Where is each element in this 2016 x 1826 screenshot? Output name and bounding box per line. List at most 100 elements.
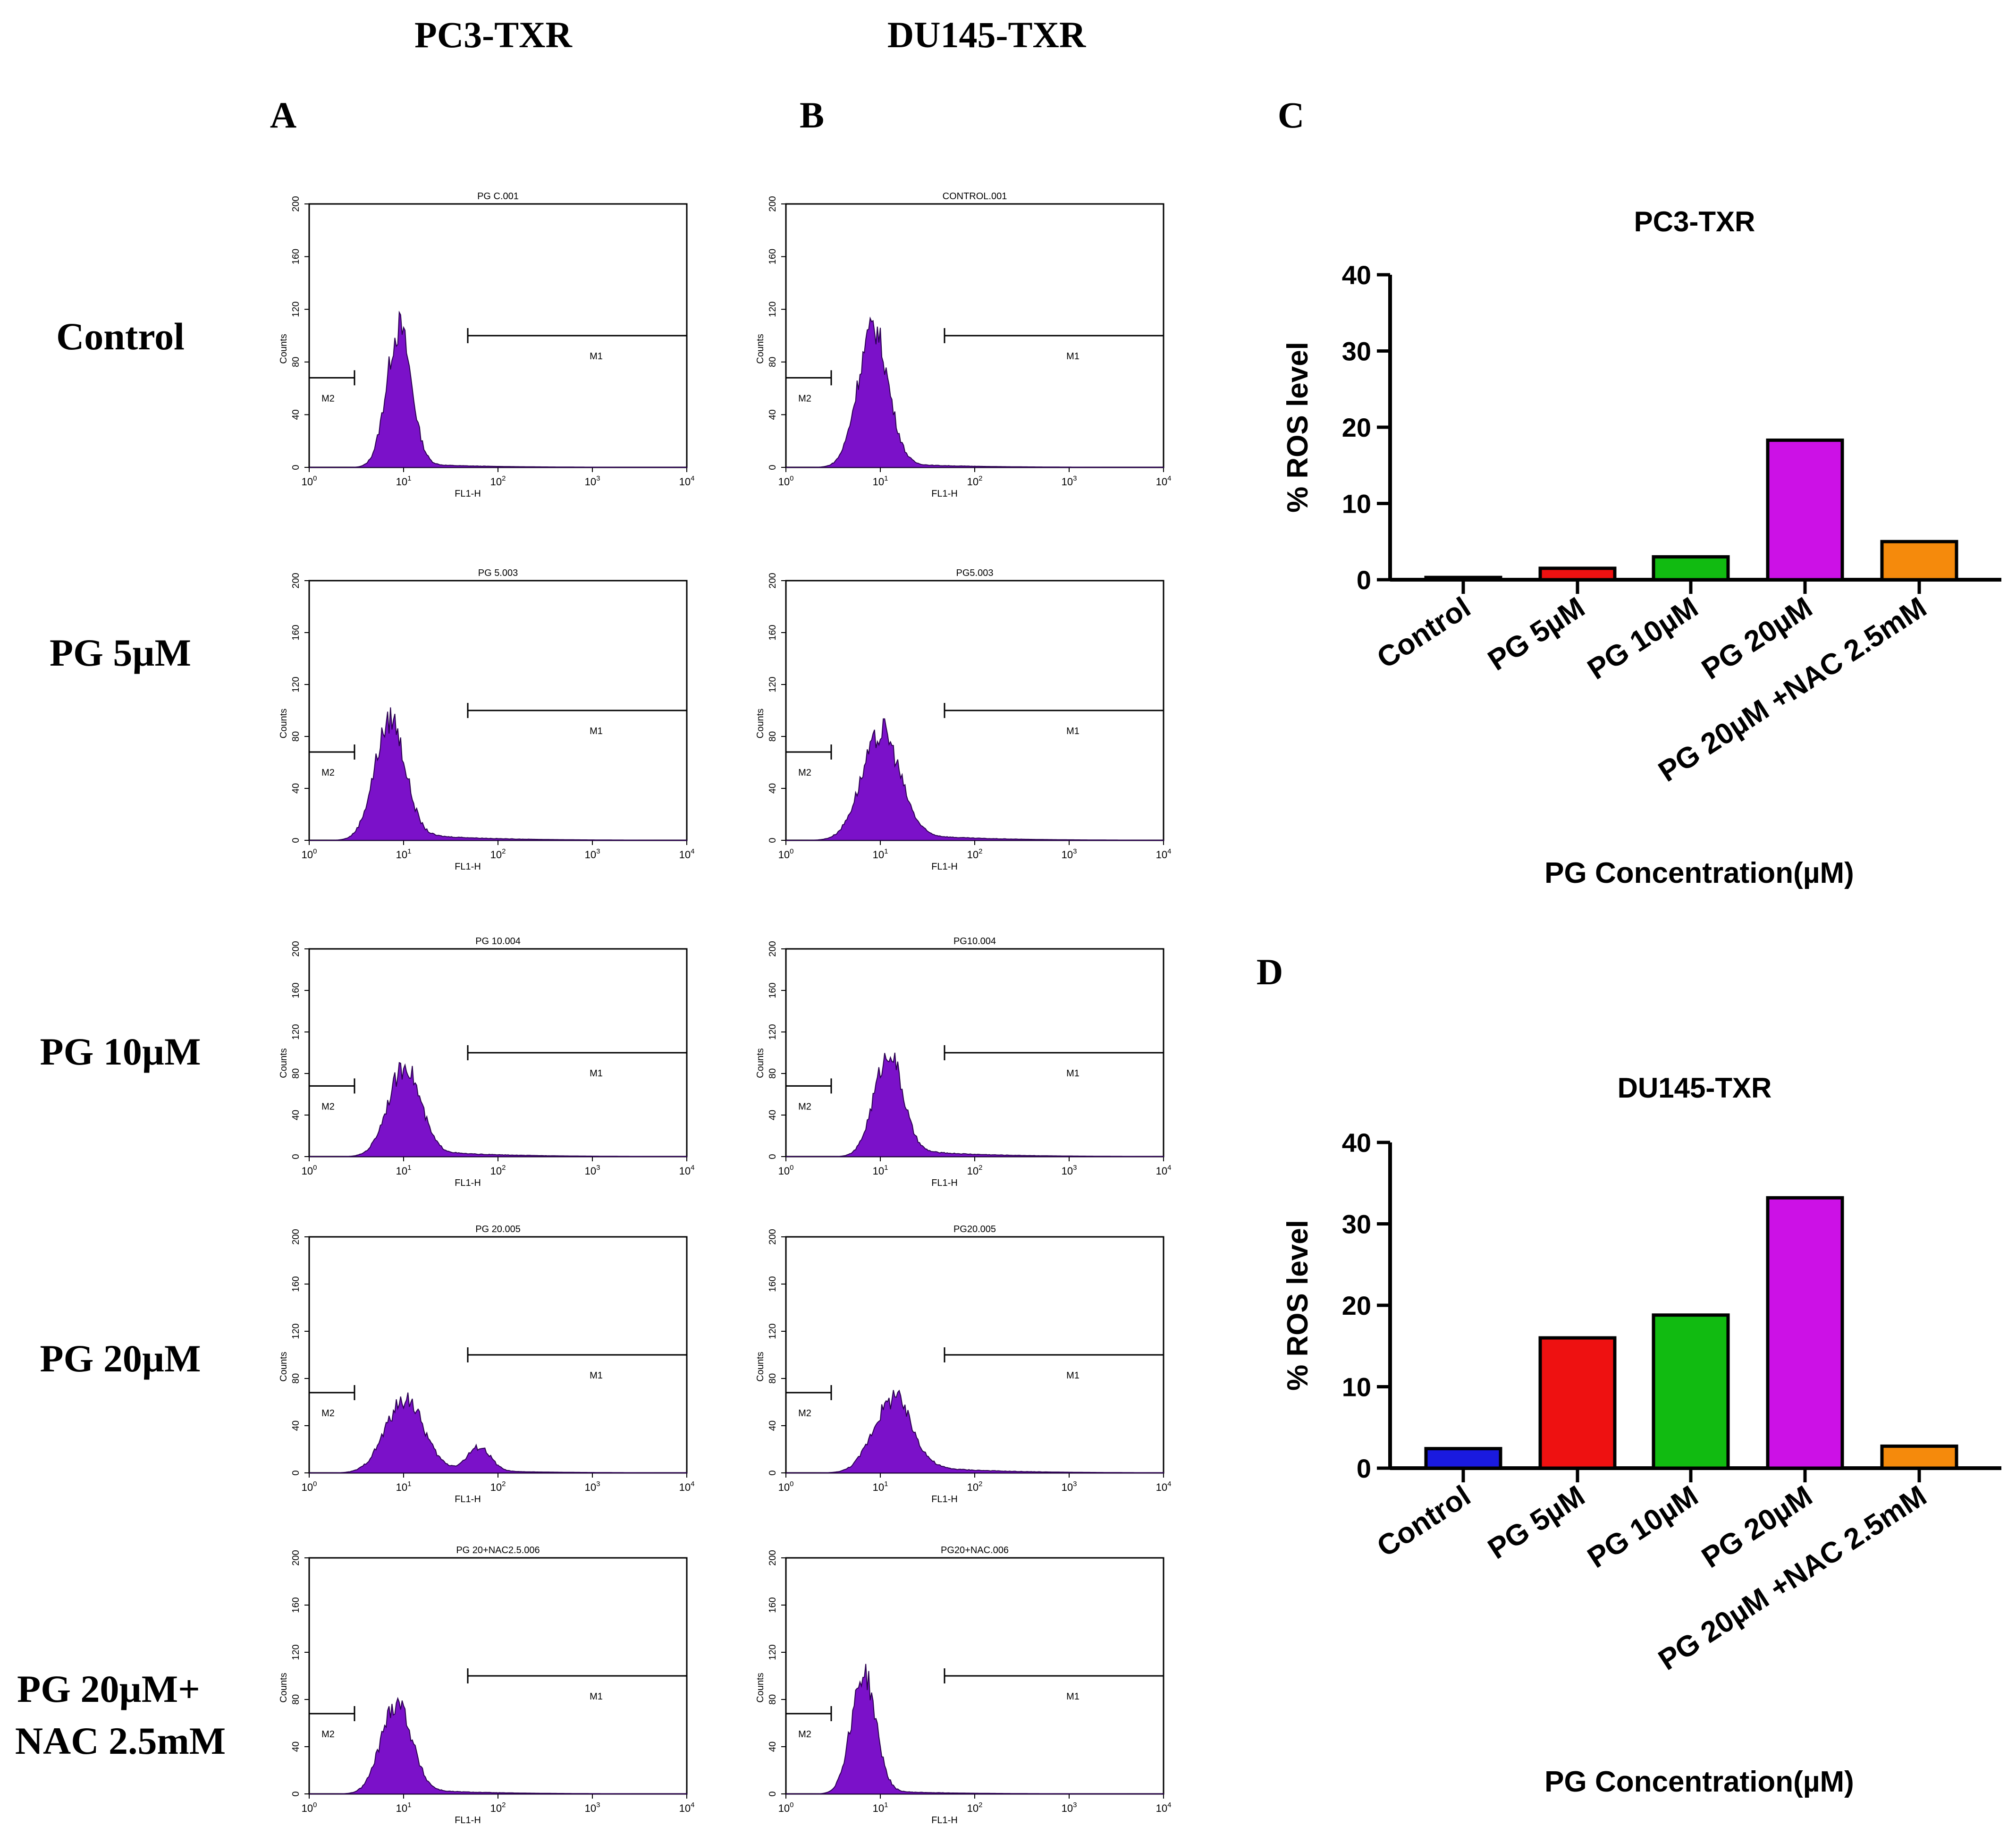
histogram-fill <box>786 316 1164 468</box>
category-label: PG 10µM <box>1582 591 1704 686</box>
x-tick-label: 103 <box>1062 1164 1077 1177</box>
y-tick-label: 80 <box>291 1694 301 1705</box>
y-axis-label: % ROS level <box>1282 1220 1314 1391</box>
histogram-title: PG10.004 <box>953 936 996 947</box>
x-tick-label: 104 <box>679 847 695 861</box>
y-tick-label: 40 <box>291 783 301 794</box>
histogram-du145-4: PG20.005 0 40 80 120 160 200 Counts 100 101 102 103… <box>755 1224 1171 1505</box>
x-tick-label: 102 <box>490 1164 506 1177</box>
y-tick-label: 0 <box>768 1154 778 1159</box>
histogram-pc3-4: PG 20.005 0 40 80 120 160 200 Counts 100 101 102 10… <box>278 1224 694 1505</box>
x-axis-label: FL1-H <box>931 1494 958 1505</box>
column-header-pc3: PC3-TXR <box>414 14 573 55</box>
y-tick-label: 0 <box>291 465 301 470</box>
histogram-title: PG5.003 <box>956 568 994 578</box>
y-tick-label: 160 <box>768 1597 778 1613</box>
y-tick-label: 160 <box>291 1276 301 1292</box>
gate-m1-label: M1 <box>590 1370 603 1381</box>
y-axis-label: Counts <box>278 334 289 364</box>
gate-m1-label: M1 <box>590 1068 603 1079</box>
y-tick-label: 120 <box>768 676 778 692</box>
x-tick-label: 102 <box>967 1801 983 1814</box>
y-tick-label: 80 <box>291 1373 301 1384</box>
histogram-fill <box>309 707 687 841</box>
row-label-pg5: PG 5µM <box>50 631 191 674</box>
x-tick-label: 100 <box>778 1164 794 1177</box>
histogram-pc3-5: PG 20+NAC2.5.006 0 40 80 120 160 200 Counts 100 1… <box>278 1545 694 1826</box>
x-axis-label: FL1-H <box>455 1815 481 1826</box>
gate-m1-label: M1 <box>1066 1370 1080 1381</box>
histogram-fill <box>786 1052 1164 1157</box>
panel-letter-c: C <box>1278 94 1304 135</box>
y-tick-label: 0 <box>291 1154 301 1159</box>
x-tick-label: 102 <box>490 1801 506 1814</box>
x-tick-label: 102 <box>490 474 506 488</box>
x-tick-label: 100 <box>778 847 794 861</box>
chart-title: DU145-TXR <box>1618 1072 1772 1104</box>
x-tick-label: 103 <box>1062 847 1077 861</box>
x-tick-label: 103 <box>585 474 600 488</box>
x-tick-label: 100 <box>778 474 794 488</box>
bar-5 <box>1880 540 1958 582</box>
y-tick-label: 80 <box>768 731 778 742</box>
y-tick-label: 160 <box>291 982 301 998</box>
bar-5 <box>1880 1444 1958 1470</box>
x-axis-label: FL1-H <box>931 862 958 872</box>
category-label: Control <box>1371 1479 1476 1564</box>
y-tick-label: 40 <box>291 409 301 420</box>
x-tick-label: 104 <box>1156 474 1172 488</box>
y-tick-label: 80 <box>291 731 301 742</box>
y-tick-label: 80 <box>768 357 778 367</box>
y-tick-label: 30 <box>1342 1209 1371 1239</box>
category-label: Control <box>1371 591 1476 675</box>
x-tick-label: 101 <box>396 1480 412 1493</box>
x-tick-label: 100 <box>302 474 317 488</box>
x-tick-label: 103 <box>585 1164 600 1177</box>
y-tick-label: 160 <box>291 1597 301 1613</box>
y-tick-label: 160 <box>291 249 301 264</box>
y-tick-label: 120 <box>768 1024 778 1040</box>
bar-1 <box>1424 1447 1502 1470</box>
x-tick-label: 104 <box>679 1164 695 1177</box>
x-axis-label: FL1-H <box>931 489 958 499</box>
y-tick-label: 120 <box>291 302 301 317</box>
gate-m1-label: M1 <box>590 351 603 362</box>
y-tick-label: 120 <box>768 1323 778 1339</box>
histogram-title: PG 20+NAC2.5.006 <box>456 1545 540 1555</box>
y-tick-label: 20 <box>1342 1291 1371 1320</box>
y-tick-label: 120 <box>768 302 778 317</box>
x-tick-label: 104 <box>679 1480 695 1493</box>
gate-m1-label: M1 <box>590 726 603 736</box>
x-tick-label: 102 <box>967 474 983 488</box>
x-tick-label: 101 <box>396 1164 412 1177</box>
y-tick-label: 200 <box>768 941 778 956</box>
chart-title: PC3-TXR <box>1634 206 1755 237</box>
y-axis-label: Counts <box>755 334 766 364</box>
x-tick-label: 104 <box>679 1801 695 1814</box>
x-axis-label: FL1-H <box>455 862 481 872</box>
gate-m2-label: M2 <box>798 1729 811 1740</box>
gate-m2-label: M2 <box>321 393 335 404</box>
y-tick-label: 160 <box>768 1276 778 1292</box>
x-tick-label: 102 <box>490 847 506 861</box>
histogram-fill <box>309 1697 687 1794</box>
x-tick-label: 100 <box>302 1480 317 1493</box>
x-tick-label: 101 <box>396 1801 412 1814</box>
y-tick-label: 40 <box>291 1420 301 1431</box>
y-tick-label: 160 <box>768 249 778 264</box>
x-tick-label: 104 <box>1156 847 1172 861</box>
y-tick-label: 0 <box>768 1470 778 1475</box>
histogram-title: PG 20.005 <box>475 1224 521 1234</box>
y-axis-label: Counts <box>755 709 766 738</box>
y-tick-label: 40 <box>291 1110 301 1120</box>
bar-1 <box>1424 575 1502 582</box>
y-tick-label: 0 <box>768 1791 778 1796</box>
y-tick-label: 20 <box>1342 413 1371 442</box>
gate-m2-label: M2 <box>321 1101 335 1112</box>
histogram-du145-3: PG10.004 0 40 80 120 160 200 Counts 100 101 102 103… <box>755 936 1171 1188</box>
column-header-du145: DU145-TXR <box>887 14 1087 55</box>
y-tick-label: 40 <box>1342 1128 1371 1158</box>
y-axis-label: % ROS level <box>1282 342 1314 513</box>
